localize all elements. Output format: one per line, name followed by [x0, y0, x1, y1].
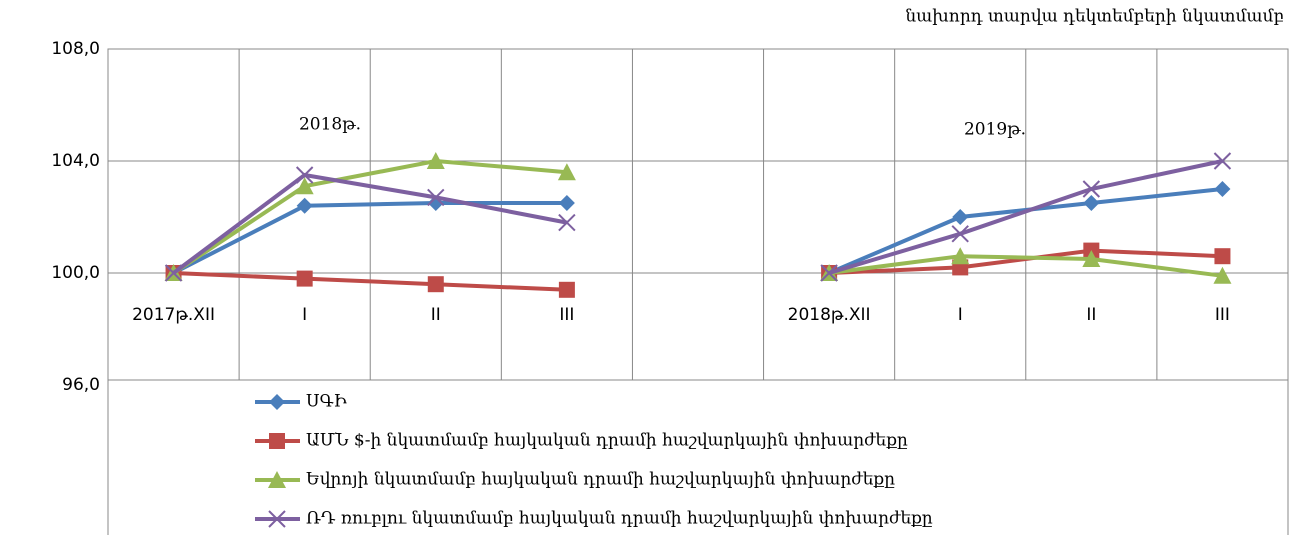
x-tick-label: 2018թ.XII: [788, 305, 871, 325]
marker: [296, 197, 313, 214]
x-tick-label: II: [431, 305, 441, 325]
marker: [1083, 195, 1100, 211]
marker: [951, 247, 970, 265]
y-tick-label: 100,0: [51, 263, 100, 283]
marker: [295, 177, 314, 195]
marker: [295, 166, 314, 184]
note: նախորդ տարվա դեկտեմբերի նկատմամբ: [905, 7, 1284, 27]
marker: [1213, 152, 1232, 170]
y-tick-label: 108,0: [51, 39, 100, 59]
series-line: [172, 158, 1223, 278]
marker: [558, 195, 575, 211]
marker: [268, 510, 286, 528]
marker: [426, 152, 445, 169]
marker: [558, 281, 575, 298]
x-tick-label: 2017թ.XII: [132, 305, 215, 325]
marker: [164, 264, 183, 282]
x-tick-label: III: [1215, 305, 1230, 325]
series-line: [172, 159, 1223, 275]
marker: [427, 276, 444, 293]
x-tick-label: I: [302, 305, 307, 325]
marker: [1214, 248, 1231, 265]
x-tick-label: II: [1086, 305, 1096, 325]
annotation: 2018թ.: [299, 115, 361, 135]
marker: [558, 213, 576, 232]
y-tick-label: 104,0: [51, 151, 100, 171]
marker: [268, 471, 286, 488]
marker: [1214, 181, 1231, 197]
marker: [269, 433, 285, 449]
annotation: 2019թ.: [964, 120, 1026, 140]
y-tick-label: 96,0: [62, 375, 100, 395]
x-tick-label: I: [958, 305, 963, 325]
marker: [1082, 180, 1101, 198]
marker: [951, 225, 969, 243]
marker: [1213, 266, 1232, 284]
marker: [820, 264, 838, 282]
marker: [1082, 250, 1101, 267]
legend-label: ԱՄՆ $-ի նկատմամբ հայկական դրամի հաշվարկա…: [306, 431, 908, 451]
marker: [427, 188, 445, 207]
marker: [296, 270, 313, 287]
legend-label: Եվրոյի նկատմամբ հայկական դրամի հաշվարկայ…: [306, 470, 895, 490]
legend-label: ՌԴ ռուբլու նկատմամբ հայկական դրամի հաշվա…: [306, 509, 933, 529]
marker: [952, 209, 969, 225]
x-tick-label: III: [559, 305, 574, 325]
legend-label: ՍԳԻ: [306, 392, 347, 412]
legend-box: [107, 379, 1289, 535]
marker: [557, 163, 576, 181]
marker: [269, 394, 285, 410]
